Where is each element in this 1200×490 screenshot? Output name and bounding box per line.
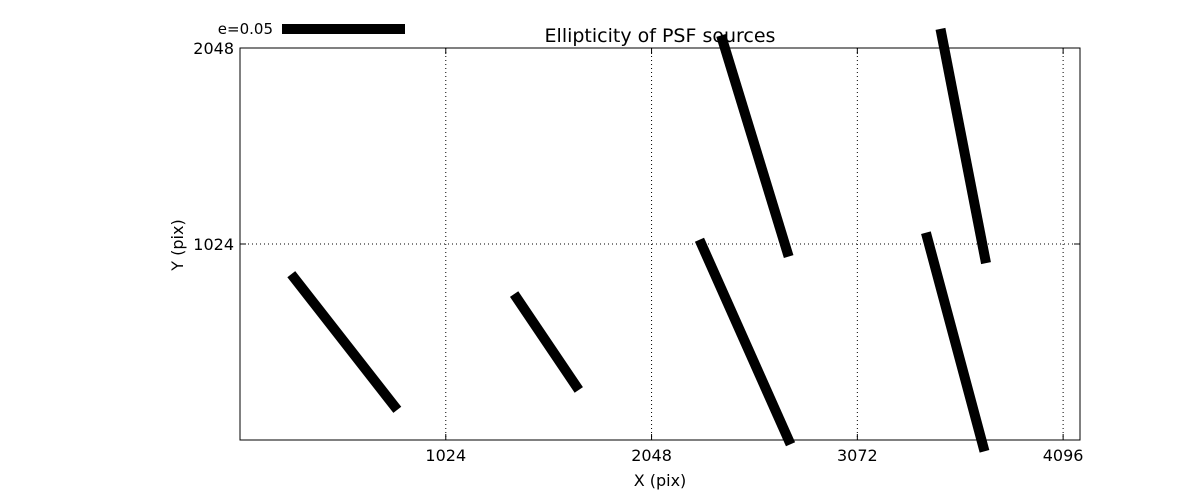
legend-label: e=0.05	[218, 20, 273, 38]
x-tick-label: 2048	[631, 446, 672, 465]
ellipticity-whisker	[509, 291, 583, 393]
ellipticity-whisker	[716, 33, 794, 259]
x-axis-label: X (pix)	[634, 471, 687, 490]
y-tick-label: 1024	[193, 235, 234, 254]
legend: e=0.05	[218, 20, 405, 38]
x-tick-label: 4096	[1043, 446, 1084, 465]
y-tick-label: 2048	[193, 39, 234, 58]
y-axis-label: Y (pix)	[168, 219, 187, 271]
whisker-layer	[287, 27, 991, 453]
ellipticity-whisker	[935, 27, 991, 265]
ellipticity-whisker	[921, 231, 990, 453]
chart-title: Ellipticity of PSF sources	[545, 25, 776, 47]
axis-ticks: 1024 2048 3072 4096 1024 2048	[193, 39, 1083, 465]
x-tick-label: 3072	[837, 446, 878, 465]
x-tick-label: 1024	[425, 446, 466, 465]
ellipticity-whisker	[694, 237, 796, 447]
ellipticity-whisker	[287, 271, 402, 413]
